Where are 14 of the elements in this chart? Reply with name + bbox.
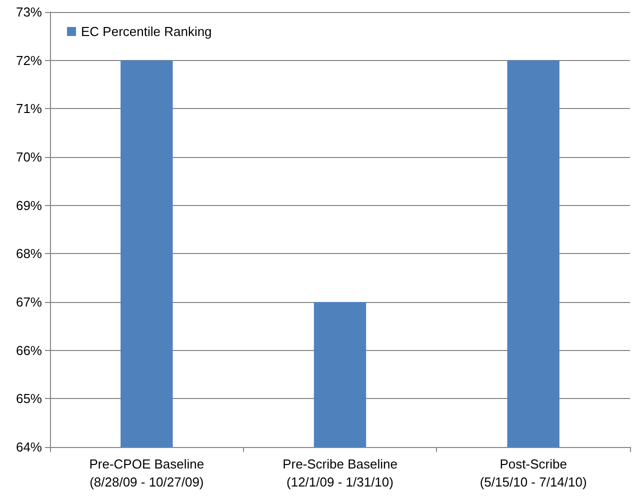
y-tick-label: 65% [16,391,42,406]
x-tick-label: Pre-CPOE Baseline (8/28/09 - 10/27/09) [89,456,204,490]
y-tick-label: 66% [16,342,42,358]
x-tick-label: Post-Scribe (5/15/10 - 7/14/10) [480,456,587,490]
y-tick-label: 67% [16,294,42,310]
y-tick-label: 69% [16,198,42,213]
y-tick-label: 73% [16,4,42,20]
y-tick-label: 68% [16,246,42,262]
y-tick-label: 70% [16,150,42,164]
y-tick-label: 71% [16,101,42,116]
y-tick-label: 72% [16,52,42,68]
x-tick-label: Pre-Scribe Baseline (12/1/09 - 1/31/10) [282,456,398,490]
y-tick-label: 64% [16,440,42,454]
legend-label: EC Percentile Ranking [81,24,212,39]
